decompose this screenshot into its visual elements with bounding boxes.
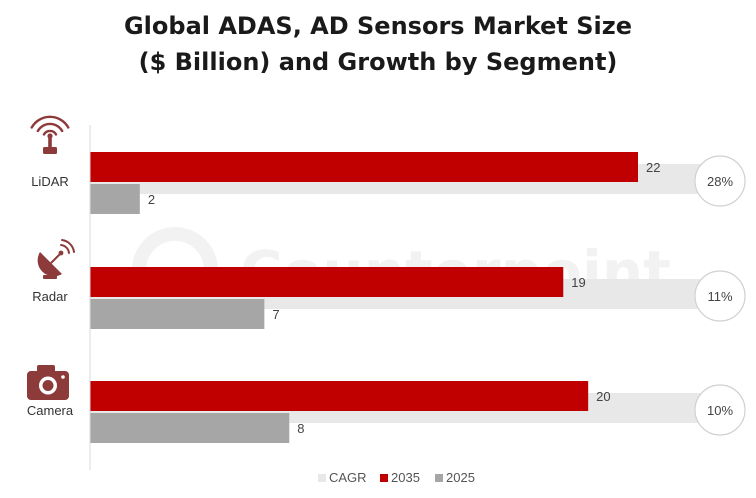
legend-label: 2025	[446, 470, 475, 485]
data-label-2035: 19	[571, 275, 585, 290]
cagr-circle	[694, 155, 746, 207]
chart-title-line-2: ($ Billion) and Growth by Segment)	[138, 48, 618, 76]
category-label: Camera	[27, 403, 74, 418]
legend-swatch	[380, 474, 388, 482]
legend-label: 2035	[391, 470, 420, 485]
legend-label: CAGR	[329, 470, 367, 485]
bar-2025	[90, 184, 140, 214]
bars	[90, 152, 638, 443]
bar-2035	[90, 152, 638, 182]
cagr-circle	[694, 384, 746, 436]
cagr-label: 28%	[707, 174, 733, 189]
lidar-icon	[30, 115, 70, 154]
data-label-2025: 2	[148, 192, 155, 207]
category-label: LiDAR	[31, 174, 69, 189]
legend: CAGR 2035 2025	[318, 470, 475, 485]
chart-title: Global ADAS, AD Sensors Market Size ($ B…	[0, 8, 756, 80]
data-label-2025: 8	[297, 421, 304, 436]
data-label-2035: 20	[596, 389, 610, 404]
bar-2025	[90, 413, 290, 443]
legend-swatch	[435, 474, 443, 482]
cagr-label: 11%	[707, 289, 732, 304]
data-label-2035: 22	[646, 160, 660, 175]
radar-icon	[37, 239, 75, 279]
camera-icon	[27, 365, 69, 400]
cagr-label: 10%	[707, 403, 733, 418]
bar-2025	[90, 299, 265, 329]
bar-2035	[90, 267, 564, 297]
data-label-2025: 7	[272, 307, 279, 322]
bar-2035	[90, 381, 589, 411]
legend-swatch	[318, 474, 326, 482]
cagr-circle	[694, 270, 746, 322]
category-label: Radar	[32, 289, 68, 304]
category-icons	[27, 115, 75, 400]
chart-title-line-1: Global ADAS, AD Sensors Market Size	[123, 12, 633, 40]
